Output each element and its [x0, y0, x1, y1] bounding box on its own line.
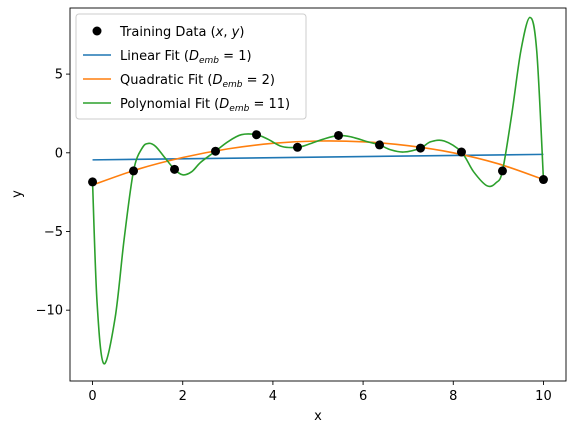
legend: Training Data (x, y) Linear Fit (Demb = … [75, 13, 307, 120]
training-data-point [252, 130, 261, 140]
y-axis-ticks: 5 0 −5 −10 [36, 68, 70, 319]
x-tick-label: 4 [269, 389, 277, 404]
training-data-point [334, 130, 344, 140]
x-tick-label: 2 [179, 389, 187, 404]
y-tick-label: −10 [36, 304, 63, 319]
x-axis-ticks: 0 2 4 6 8 10 [88, 381, 552, 404]
x-tick-label: 0 [88, 389, 96, 404]
training-data-point [292, 142, 302, 152]
y-tick-label: −5 [44, 225, 63, 240]
training-data-point [497, 166, 507, 176]
series-layer [91, 16, 545, 365]
y-tick-label: 0 [55, 146, 63, 161]
points-layer [88, 130, 548, 187]
legend-marker-training-data [92, 26, 102, 36]
training-data-point [375, 140, 384, 150]
legend-entry-linear: Linear Fit (Demb = 1) [120, 49, 252, 66]
training-data-point [170, 164, 180, 174]
x-tick-label: 10 [535, 389, 552, 404]
training-data-point [211, 146, 221, 156]
legend-entry-quadratic: Quadratic Fit (Demb = 2) [120, 73, 275, 90]
training-data-point [88, 177, 98, 187]
y-axis-label: y [10, 190, 25, 198]
x-tick-label: 8 [449, 389, 457, 404]
legend-entry-polynomial: Polynomial Fit (Demb = 11) [120, 97, 290, 114]
y-tick-label: 5 [55, 68, 63, 83]
plot-frame [69, 7, 567, 382]
legend-entry-training-data: Training Data (x, y) [119, 25, 244, 40]
training-data-point [129, 166, 139, 176]
training-data-point [538, 175, 548, 185]
training-data-point [415, 143, 425, 153]
series-line-polynomial [91, 16, 545, 365]
x-tick-label: 6 [359, 389, 367, 404]
legend-box [75, 13, 307, 120]
x-axis-label: x [314, 409, 322, 424]
training-data-point [456, 147, 466, 157]
